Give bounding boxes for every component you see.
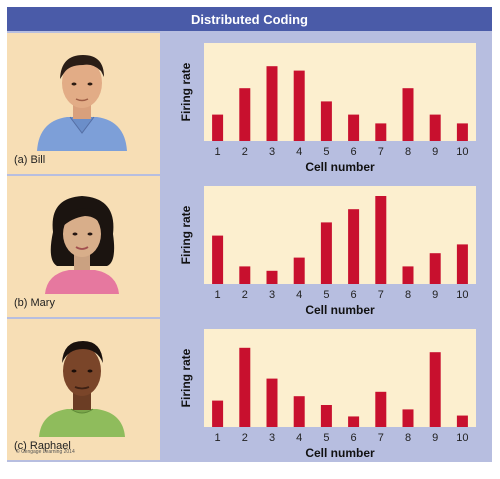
x-tick-label: 6 (351, 432, 357, 444)
bar (320, 222, 332, 284)
bar (429, 253, 441, 284)
bar (456, 123, 468, 141)
x-tick-label: 6 (351, 289, 357, 301)
bar (320, 405, 332, 427)
bar (293, 396, 305, 427)
x-tick-label: 10 (456, 432, 468, 444)
bar (429, 352, 441, 427)
portrait-panel: (b) Mary (7, 176, 160, 317)
x-tick-label: 7 (378, 289, 384, 301)
x-tick-label: 9 (432, 432, 438, 444)
bar (456, 415, 468, 427)
x-tick-label: 7 (378, 146, 384, 158)
row-mary: (b) Mary 1 2 3 4 5 6 7 8 9 10 Cell number Firing ra… (7, 176, 492, 317)
x-tick-label: 1 (215, 432, 221, 444)
x-tick-label: 2 (242, 146, 248, 158)
bar (429, 114, 441, 141)
x-tick-label: 7 (378, 432, 384, 444)
bar (239, 266, 251, 284)
x-tick-label: 5 (323, 289, 329, 301)
bar (212, 114, 224, 141)
caption-mary: (b) Mary (14, 297, 55, 309)
figure-title: Distributed Coding (7, 7, 492, 31)
bar (375, 391, 387, 427)
portrait-panel: (c) Raphael (7, 319, 160, 460)
x-tick-label: 8 (405, 432, 411, 444)
row-bill: (a) Bill 1 2 3 4 5 6 7 8 9 10 Cell number Firing ra… (7, 33, 492, 174)
caption-bill: (a) Bill (14, 154, 46, 166)
figure: Distributed Coding (a) Bill 1 2 3 4 5 6 7 8 9 10 C… (7, 7, 492, 462)
x-tick-label: 1 (215, 146, 221, 158)
woman-portrait-icon (45, 196, 119, 294)
young-man-portrait-icon (39, 341, 125, 437)
bar (239, 88, 251, 141)
bar (375, 123, 387, 141)
bar (320, 101, 332, 141)
chart-panel-mary: 1 2 3 4 5 6 7 8 9 10 Cell number Firing rate (162, 176, 492, 317)
bar (266, 66, 278, 141)
bar (293, 257, 305, 284)
bar (348, 416, 360, 427)
x-axis-label: Cell number (305, 303, 375, 317)
bar (402, 88, 414, 141)
bar (348, 209, 360, 284)
x-tick-label: 3 (269, 289, 275, 301)
bar (212, 400, 224, 427)
x-tick-label: 8 (405, 289, 411, 301)
x-tick-label: 5 (323, 432, 329, 444)
chart-panel-raphael: 1 2 3 4 5 6 7 8 9 10 Cell number Firing rate (162, 319, 492, 460)
portrait-panel: (a) Bill (7, 33, 160, 174)
bar (456, 244, 468, 284)
x-axis-label: Cell number (305, 160, 375, 174)
bar (375, 196, 387, 284)
x-tick-label: 6 (351, 146, 357, 158)
row-raphael: (c) Raphael 1 2 3 4 5 6 7 8 9 10 Cell number Firing… (7, 319, 492, 460)
firing-rate-chart: 1 2 3 4 5 6 7 8 9 10 Cell number Firing rate (179, 43, 476, 174)
x-tick-label: 9 (432, 289, 438, 301)
x-tick-label: 3 (269, 432, 275, 444)
bar (266, 378, 278, 427)
bar (212, 235, 224, 284)
bar (402, 266, 414, 284)
bar (239, 347, 251, 427)
x-tick-label: 4 (296, 289, 302, 301)
x-tick-label: 2 (242, 289, 248, 301)
bar (348, 114, 360, 141)
firing-rate-chart: 1 2 3 4 5 6 7 8 9 10 Cell number Firing rate (179, 329, 476, 460)
x-axis-label: Cell number (305, 446, 375, 460)
bar (293, 70, 305, 141)
caption-raphael: (c) Raphael (14, 440, 71, 452)
x-tick-label: 1 (215, 289, 221, 301)
x-tick-label: 8 (405, 146, 411, 158)
x-tick-label: 3 (269, 146, 275, 158)
x-tick-label: 5 (323, 146, 329, 158)
copyright-note: © Cengage Learning 2014 (16, 449, 75, 455)
y-axis-label: Firing rate (179, 348, 193, 407)
y-axis-label: Firing rate (179, 62, 193, 121)
x-tick-label: 4 (296, 432, 302, 444)
x-tick-label: 10 (456, 289, 468, 301)
x-tick-label: 4 (296, 146, 302, 158)
x-tick-label: 9 (432, 146, 438, 158)
firing-rate-chart: 1 2 3 4 5 6 7 8 9 10 Cell number Firing rate (179, 186, 476, 317)
bar (402, 409, 414, 427)
x-tick-label: 10 (456, 146, 468, 158)
man-portrait-icon (37, 55, 127, 151)
x-tick-label: 2 (242, 432, 248, 444)
chart-panel-bill: 1 2 3 4 5 6 7 8 9 10 Cell number Firing rate (162, 33, 492, 174)
bar (266, 270, 278, 284)
y-axis-label: Firing rate (179, 205, 193, 264)
